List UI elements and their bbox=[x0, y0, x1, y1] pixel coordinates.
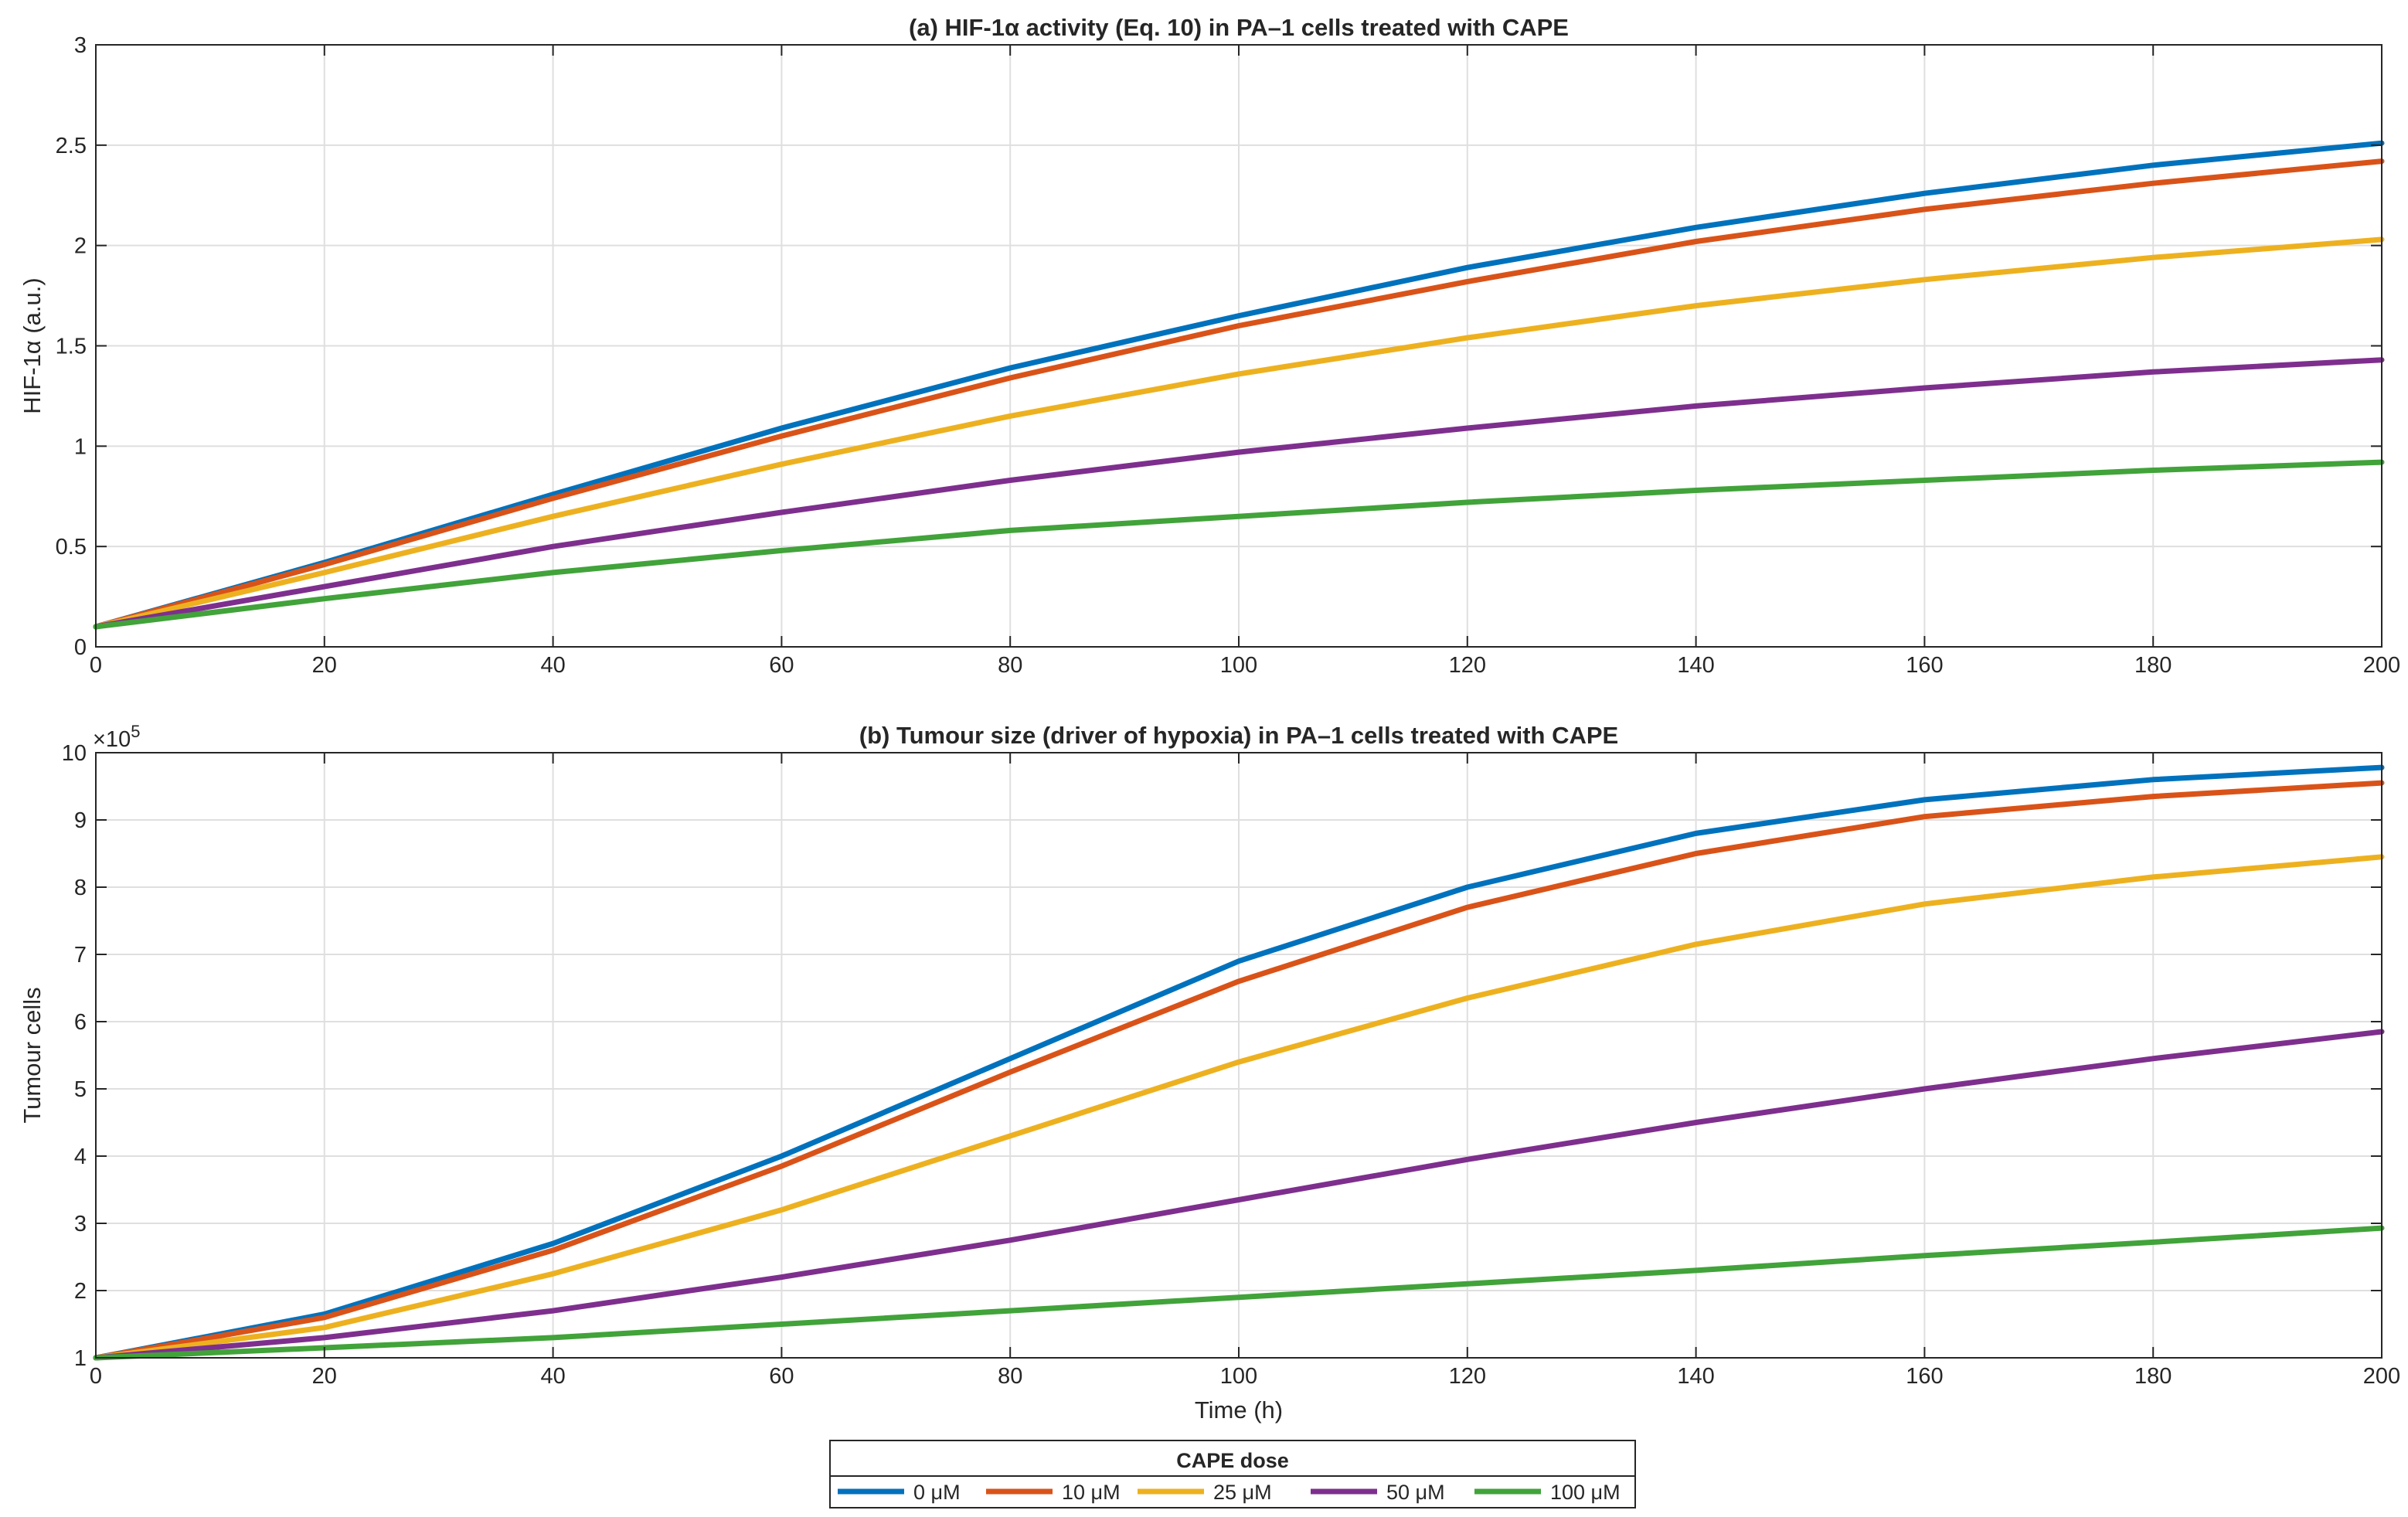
series-line-1 bbox=[93, 780, 2385, 1361]
legend-label: 10 μM bbox=[1062, 1481, 1121, 1504]
x-tick-label: 100 bbox=[1220, 1364, 1257, 1389]
x-tick-label: 40 bbox=[540, 1364, 565, 1389]
series-line-3 bbox=[93, 1029, 2385, 1361]
legend-label: 100 μM bbox=[1550, 1481, 1621, 1504]
y-multiplier-exponent: 5 bbox=[131, 722, 140, 741]
x-tick-label: 120 bbox=[1449, 653, 1486, 678]
x-tick-label: 80 bbox=[998, 1364, 1022, 1389]
x-tick-label: 140 bbox=[1677, 653, 1714, 678]
x-tick-label: 20 bbox=[312, 653, 337, 678]
panel-a-hif1a-chart: 0 20 40 60 80 100 120 140 160 180 200 0 0.5 1 1.5 2 2.5 3… bbox=[19, 14, 2400, 678]
y-tick-label: 1 bbox=[74, 1346, 87, 1371]
legend-label: 50 μM bbox=[1386, 1481, 1445, 1504]
x-tick-label: 120 bbox=[1449, 1364, 1486, 1389]
legend-item-3[interactable]: 50 μM bbox=[1311, 1481, 1445, 1504]
legend-title: CAPE dose bbox=[1176, 1449, 1289, 1472]
x-tick-label: 20 bbox=[312, 1364, 337, 1389]
y-tick-label: 8 bbox=[74, 876, 87, 900]
y-tick-label: 2.5 bbox=[56, 134, 87, 158]
x-tick-label: 160 bbox=[1906, 653, 1943, 678]
x-tick-label: 60 bbox=[769, 653, 794, 678]
chart-title: (a) HIF-1α activity (Eq. 10) in PA–1 cel… bbox=[909, 14, 1569, 41]
y-tick-label: 0 bbox=[74, 635, 87, 660]
y-tick-label: 2 bbox=[74, 234, 87, 259]
legend-label: 0 μM bbox=[913, 1481, 961, 1504]
y-tick-label: 2 bbox=[74, 1279, 87, 1304]
y-multiplier-base: ×10 bbox=[93, 727, 131, 752]
series-line-4 bbox=[93, 1225, 2385, 1361]
series-line-0 bbox=[93, 764, 2385, 1361]
legend-box bbox=[829, 1440, 1636, 1508]
x-tick-label: 200 bbox=[2363, 653, 2400, 678]
legend-item-1[interactable]: 10 μM bbox=[986, 1481, 1121, 1504]
y-axis-label: Tumour cells bbox=[19, 987, 46, 1123]
y-tick-label: 5 bbox=[74, 1077, 87, 1102]
series-line-0 bbox=[93, 140, 2385, 630]
x-tick-label: 100 bbox=[1220, 653, 1257, 678]
x-tick-label: 160 bbox=[1906, 1364, 1943, 1389]
series-line-1 bbox=[93, 158, 2385, 630]
x-tick-label: 0 bbox=[90, 1364, 102, 1389]
series-line-3 bbox=[93, 357, 2385, 630]
legend-label: 25 μM bbox=[1213, 1481, 1272, 1504]
x-axis-label: Time (h) bbox=[1195, 1396, 1283, 1423]
legend-item-0[interactable]: 0 μM bbox=[838, 1481, 961, 1504]
y-tick-label: 6 bbox=[74, 1010, 87, 1035]
x-tick-label: 140 bbox=[1677, 1364, 1714, 1389]
chart-title: (b) Tumour size (driver of hypoxia) in P… bbox=[859, 722, 1618, 749]
y-axis-multiplier: ×105 bbox=[93, 722, 140, 752]
y-tick-label: 4 bbox=[74, 1145, 87, 1169]
y-tick-label: 1.5 bbox=[56, 335, 87, 359]
x-tick-label: 60 bbox=[769, 1364, 794, 1389]
x-tick-label: 40 bbox=[540, 653, 565, 678]
x-tick-label: 0 bbox=[90, 653, 102, 678]
panel-b-tumour-size-chart: 0 20 40 60 80 100 120 140 160 180 200 1 2 3 4 5 6 7 8 9 10 (b… bbox=[19, 722, 2400, 1423]
y-tick-label: 7 bbox=[74, 943, 87, 968]
y-tick-label: 10 bbox=[62, 741, 87, 766]
x-tick-label: 80 bbox=[998, 653, 1022, 678]
series-line-2 bbox=[93, 854, 2385, 1361]
y-tick-label: 1 bbox=[74, 434, 87, 459]
legend-item-2[interactable]: 25 μM bbox=[1138, 1481, 1272, 1504]
x-tick-label: 180 bbox=[2134, 653, 2172, 678]
x-tick-label: 200 bbox=[2363, 1364, 2400, 1389]
y-axis-label: HIF-1α (a.u.) bbox=[19, 277, 46, 413]
y-tick-label: 3 bbox=[74, 1212, 87, 1236]
y-tick-label: 9 bbox=[74, 808, 87, 833]
series-line-2 bbox=[93, 236, 2385, 630]
x-tick-label: 180 bbox=[2134, 1364, 2172, 1389]
legend-item-4[interactable]: 100 μM bbox=[1474, 1481, 1621, 1504]
y-tick-label: 3 bbox=[74, 33, 87, 58]
y-tick-label: 0.5 bbox=[56, 535, 87, 560]
legend[interactable]: CAPE dose 0 μM 10 μM 25 μM 50 μM 100 μM bbox=[829, 1440, 1636, 1508]
series-line-4 bbox=[93, 459, 2385, 630]
